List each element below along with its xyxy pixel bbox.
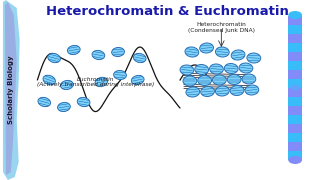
Ellipse shape bbox=[239, 63, 253, 73]
Ellipse shape bbox=[195, 64, 209, 75]
Text: Euchromatin
(Actively transcribed during interphase): Euchromatin (Actively transcribed during… bbox=[37, 77, 154, 87]
Bar bbox=[288, 34, 302, 43]
Ellipse shape bbox=[68, 45, 80, 55]
Ellipse shape bbox=[198, 75, 212, 86]
Bar bbox=[288, 97, 302, 106]
Bar bbox=[288, 52, 302, 61]
Bar bbox=[288, 151, 302, 160]
Bar bbox=[288, 16, 302, 25]
Bar bbox=[288, 124, 302, 133]
Ellipse shape bbox=[114, 71, 126, 80]
Ellipse shape bbox=[242, 74, 256, 84]
Bar bbox=[288, 142, 302, 151]
Bar bbox=[288, 25, 302, 34]
Ellipse shape bbox=[60, 80, 73, 90]
Polygon shape bbox=[3, 0, 20, 180]
Ellipse shape bbox=[112, 48, 124, 57]
Ellipse shape bbox=[95, 77, 108, 87]
Polygon shape bbox=[5, 2, 17, 175]
Ellipse shape bbox=[210, 64, 223, 74]
Bar bbox=[288, 43, 302, 52]
Ellipse shape bbox=[133, 53, 146, 63]
Ellipse shape bbox=[231, 50, 245, 60]
Ellipse shape bbox=[224, 64, 238, 73]
Ellipse shape bbox=[132, 75, 144, 85]
Text: Scholarly Biology: Scholarly Biology bbox=[8, 56, 14, 124]
Bar bbox=[288, 106, 302, 115]
Ellipse shape bbox=[215, 47, 229, 57]
Bar bbox=[288, 115, 302, 124]
Ellipse shape bbox=[186, 87, 200, 97]
Ellipse shape bbox=[227, 75, 241, 84]
Ellipse shape bbox=[92, 50, 105, 60]
Ellipse shape bbox=[288, 11, 302, 19]
Ellipse shape bbox=[215, 86, 229, 96]
Ellipse shape bbox=[183, 76, 197, 86]
Bar bbox=[288, 133, 302, 142]
Ellipse shape bbox=[185, 47, 199, 57]
Ellipse shape bbox=[247, 53, 261, 63]
Text: Heterochromatin & Euchromatin: Heterochromatin & Euchromatin bbox=[46, 5, 289, 18]
Text: Heterochromatin
(Condensed Junk DNA): Heterochromatin (Condensed Junk DNA) bbox=[188, 22, 255, 33]
Ellipse shape bbox=[245, 85, 259, 95]
Ellipse shape bbox=[212, 75, 226, 85]
Ellipse shape bbox=[48, 53, 60, 63]
Bar bbox=[288, 79, 302, 88]
Ellipse shape bbox=[200, 43, 213, 53]
Bar bbox=[288, 88, 302, 97]
Ellipse shape bbox=[290, 84, 300, 91]
Ellipse shape bbox=[58, 102, 70, 112]
Ellipse shape bbox=[180, 65, 194, 75]
Ellipse shape bbox=[201, 86, 214, 96]
Ellipse shape bbox=[43, 75, 55, 85]
Ellipse shape bbox=[77, 97, 90, 107]
Ellipse shape bbox=[288, 156, 302, 164]
Bar bbox=[288, 70, 302, 79]
Ellipse shape bbox=[38, 97, 51, 107]
Bar bbox=[288, 61, 302, 70]
Ellipse shape bbox=[230, 86, 244, 96]
